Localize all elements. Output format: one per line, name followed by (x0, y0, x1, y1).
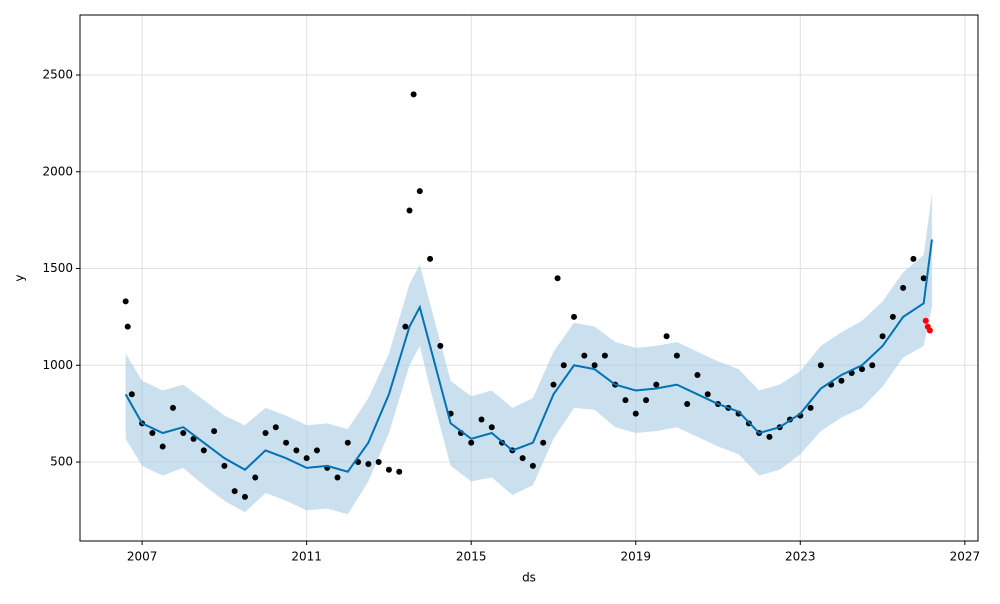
data-point (124, 323, 131, 330)
data-point (704, 391, 711, 398)
data-point (807, 404, 814, 411)
data-point (159, 443, 166, 450)
data-point (632, 410, 639, 417)
plot-frame (79, 14, 979, 542)
data-point (554, 275, 561, 282)
data-point (262, 430, 269, 437)
uncertainty-band (125, 193, 932, 515)
y-tick-label: 2500 (42, 67, 73, 81)
x-axis-label: ds (522, 571, 536, 585)
x-tick-label: 2027 (950, 550, 981, 564)
data-point (252, 474, 259, 481)
y-tick-label: 500 (50, 455, 73, 469)
data-point (211, 428, 218, 435)
data-point (684, 400, 691, 407)
data-point (488, 424, 495, 431)
data-point (858, 366, 865, 373)
data-point (283, 439, 290, 446)
data-point (869, 362, 876, 369)
data-point (519, 455, 526, 462)
data-point (180, 430, 187, 437)
data-point (169, 404, 176, 411)
x-tick-label: 2011 (291, 550, 322, 564)
data-point (673, 352, 680, 359)
y-tick-label: 2000 (42, 164, 73, 178)
data-point (468, 439, 475, 446)
x-tick-label: 2015 (456, 550, 487, 564)
data-point (375, 459, 382, 466)
y-axis-label: y (13, 274, 27, 281)
data-point (402, 323, 409, 330)
data-point (410, 91, 417, 98)
data-point (416, 188, 423, 195)
data-point (766, 433, 773, 440)
data-point (622, 397, 629, 404)
data-point (478, 416, 485, 423)
data-point (231, 488, 238, 495)
data-point (221, 462, 228, 469)
forecast-line (124, 239, 933, 473)
data-point (241, 493, 248, 500)
data-point (149, 430, 156, 437)
data-point (910, 255, 917, 262)
data-point (571, 313, 578, 320)
x-tick-label: 2007 (127, 550, 158, 564)
x-tick-label: 2023 (785, 550, 816, 564)
data-point (900, 284, 907, 291)
data-point (303, 455, 310, 462)
data-point (293, 447, 300, 454)
y-tick-label: 1500 (42, 261, 73, 275)
data-point (879, 333, 886, 340)
data-point (437, 342, 444, 349)
data-point (550, 381, 557, 388)
data-point (653, 381, 660, 388)
data-point (128, 391, 135, 398)
data-point (344, 439, 351, 446)
data-point (889, 313, 896, 320)
data-point (560, 362, 567, 369)
y-tick-label: 1000 (42, 358, 73, 372)
data-point (581, 352, 588, 359)
test-point (926, 327, 933, 334)
data-point (540, 439, 547, 446)
data-point (643, 397, 650, 404)
data-point (385, 466, 392, 473)
data-point (817, 362, 824, 369)
data-point (396, 468, 403, 475)
data-point (694, 371, 701, 378)
data-point (427, 255, 434, 262)
x-tick-label: 2019 (620, 550, 651, 564)
data-point (920, 275, 927, 282)
data-point (122, 298, 129, 305)
data-point (334, 474, 341, 481)
data-point (200, 447, 207, 454)
data-point (529, 462, 536, 469)
test-point (922, 317, 929, 324)
data-point (313, 447, 320, 454)
data-point (601, 352, 608, 359)
data-point (272, 424, 279, 431)
data-point (838, 377, 845, 384)
data-point (663, 333, 670, 340)
data-point (406, 207, 413, 214)
data-point (365, 460, 372, 467)
data-point (591, 362, 598, 369)
